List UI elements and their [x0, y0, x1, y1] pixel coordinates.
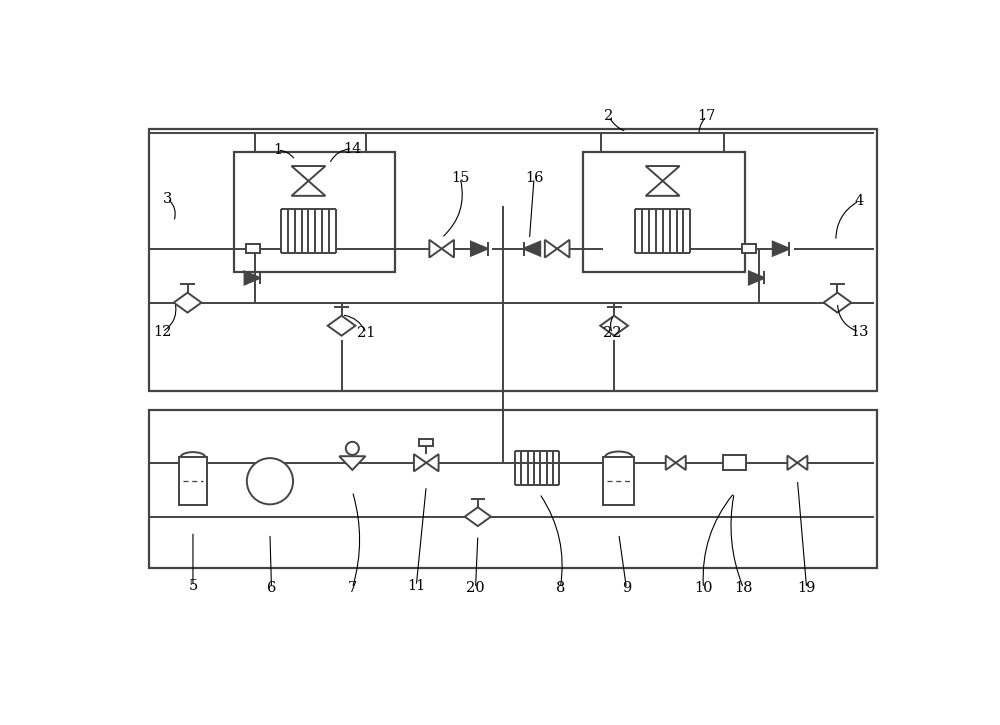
Polygon shape: [824, 293, 851, 312]
Polygon shape: [292, 181, 325, 196]
Text: 5: 5: [188, 579, 198, 593]
Text: 18: 18: [734, 581, 753, 595]
Polygon shape: [545, 240, 557, 257]
Text: 2: 2: [604, 109, 613, 123]
Polygon shape: [245, 271, 260, 284]
Polygon shape: [414, 454, 426, 471]
Bar: [246, 244, 260, 253]
Text: 22: 22: [603, 326, 622, 341]
Text: 19: 19: [797, 581, 816, 595]
Polygon shape: [787, 455, 797, 470]
Text: 1: 1: [273, 143, 282, 157]
Text: 13: 13: [850, 325, 868, 339]
Bar: [603, 457, 634, 505]
Text: 21: 21: [357, 326, 375, 341]
Polygon shape: [471, 241, 488, 256]
Polygon shape: [676, 455, 686, 470]
Text: 11: 11: [407, 579, 425, 593]
Polygon shape: [174, 293, 201, 312]
Polygon shape: [600, 315, 628, 336]
Polygon shape: [429, 240, 442, 257]
Text: 9: 9: [622, 581, 631, 595]
Text: 16: 16: [525, 171, 543, 185]
Polygon shape: [465, 507, 491, 526]
Polygon shape: [292, 166, 325, 181]
Text: 8: 8: [556, 581, 565, 595]
Bar: [149, 129, 877, 392]
Bar: [419, 439, 433, 445]
Bar: [742, 244, 756, 253]
Polygon shape: [426, 454, 439, 471]
Polygon shape: [442, 240, 454, 257]
Bar: [149, 410, 877, 568]
Polygon shape: [524, 241, 540, 256]
Text: 20: 20: [466, 581, 485, 595]
Text: 14: 14: [343, 141, 362, 156]
Text: 12: 12: [153, 325, 171, 339]
Polygon shape: [328, 315, 355, 336]
Bar: [234, 152, 395, 272]
Polygon shape: [557, 240, 569, 257]
Text: 7: 7: [348, 581, 357, 595]
Text: 3: 3: [163, 191, 172, 206]
Bar: [583, 152, 745, 272]
Circle shape: [346, 442, 359, 455]
Text: 15: 15: [451, 171, 469, 185]
Text: 17: 17: [697, 109, 716, 123]
Circle shape: [247, 458, 293, 505]
Polygon shape: [339, 456, 365, 470]
Polygon shape: [666, 455, 676, 470]
Polygon shape: [749, 271, 764, 284]
Bar: [179, 457, 207, 505]
Text: 4: 4: [854, 194, 864, 208]
Polygon shape: [797, 455, 807, 470]
Text: 6: 6: [267, 581, 276, 595]
Polygon shape: [646, 166, 680, 181]
Bar: [723, 455, 746, 471]
Polygon shape: [773, 241, 789, 256]
Text: 10: 10: [694, 581, 713, 595]
Polygon shape: [646, 181, 680, 196]
